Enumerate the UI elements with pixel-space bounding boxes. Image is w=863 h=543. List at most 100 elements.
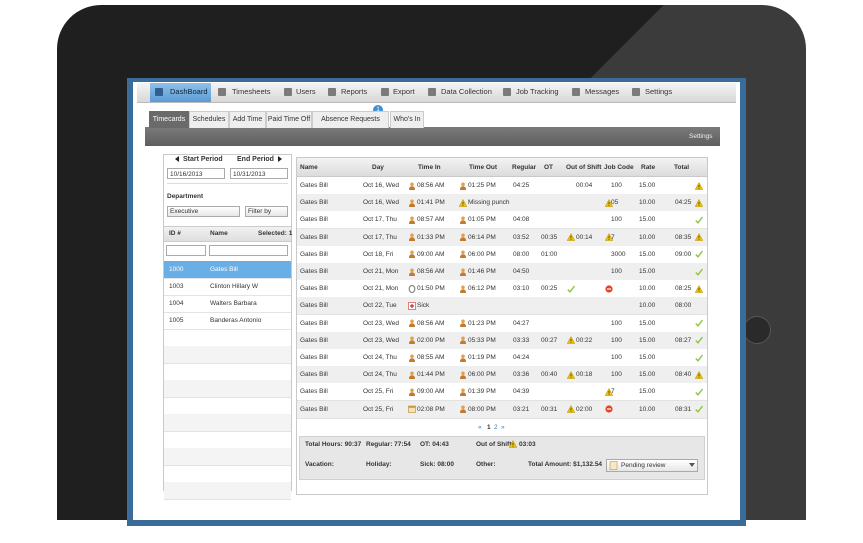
cell-icon <box>459 349 467 366</box>
nav-icon <box>428 88 436 96</box>
status-icon <box>695 366 703 383</box>
table-row[interactable]: Gates Bill Oct 25, Fri 02:08 PM 08:00 PM 03:… <box>297 400 707 419</box>
tab[interactable]: Timecards <box>149 111 189 128</box>
table-row[interactable]: Gates Bill Oct 23, Wed 08:56 AM 01:23 PM 04:… <box>297 314 707 333</box>
page-link[interactable]: » <box>501 424 505 431</box>
filter-select[interactable]: Filter by <box>245 206 288 217</box>
column-header[interactable]: Time In <box>418 164 441 171</box>
cell: 06:00 PM <box>468 250 496 258</box>
icon <box>460 182 466 190</box>
status-select[interactable]: Pending review <box>606 459 698 472</box>
divider <box>167 183 288 184</box>
empty-row <box>164 414 291 432</box>
cell: 01:33 PM <box>417 233 445 241</box>
tab[interactable]: Who's In <box>390 111 424 128</box>
nav-item[interactable]: Export <box>393 87 415 96</box>
id-column[interactable]: ID # <box>169 230 181 237</box>
nav-item[interactable]: Timesheets <box>232 87 271 96</box>
cell: 08:57 AM <box>417 216 445 224</box>
tab[interactable]: Schedules <box>189 111 229 128</box>
employee-row[interactable]: 1003 Clinton Hillary W <box>164 278 291 296</box>
icon <box>695 268 703 276</box>
dropdown-arrow <box>689 463 695 468</box>
cell: 00:04 <box>576 182 593 189</box>
cell-icon <box>605 280 613 297</box>
column-header[interactable]: OT <box>544 164 554 171</box>
table-row[interactable]: Gates Bill Oct 18, Fri 09:00 AM 06:00 PM 08:… <box>297 245 707 264</box>
table-row[interactable]: Gates Bill Oct 21, Mon 08:56 AM 01:46 PM 04:… <box>297 263 707 281</box>
nav-item[interactable]: DashBoard <box>170 87 208 96</box>
warning-icon <box>509 440 517 448</box>
page-link[interactable]: « <box>478 424 482 431</box>
employee-header <box>164 226 291 242</box>
table-row[interactable]: Gates Bill Oct 25, Fri 09:00 AM 01:39 PM 04:… <box>297 383 707 402</box>
table-row[interactable]: Gates Bill Oct 16, Wed 01:41 PM Missing pun… <box>297 194 707 213</box>
id-filter[interactable] <box>166 245 206 256</box>
nav-item[interactable]: Users <box>296 87 316 96</box>
nav-item[interactable]: Job Tracking <box>516 87 559 96</box>
nav-item[interactable]: Settings <box>645 87 673 96</box>
settings-link[interactable]: Settings <box>689 133 713 140</box>
page-link[interactable]: 2 <box>494 424 498 431</box>
employee-row[interactable]: 1005 Banderas Antonio <box>164 312 291 330</box>
cell: 09:00 AM <box>417 250 445 258</box>
column-header[interactable]: Total <box>674 164 690 171</box>
cell-icon <box>459 194 467 211</box>
table-row[interactable]: Gates Bill Oct 22, Tue Sick 10.00 08:00 <box>297 297 707 316</box>
cell-icon <box>459 401 467 418</box>
page-link[interactable]: 1 <box>487 424 491 431</box>
nav-item[interactable]: Data Collection <box>441 87 492 96</box>
column-header[interactable]: Out of Shift <box>566 164 602 171</box>
column-header[interactable]: Day <box>372 164 384 171</box>
icon <box>567 233 575 241</box>
icon <box>460 233 466 242</box>
cell: 06:00 PM <box>468 371 496 379</box>
cell-icon <box>408 229 416 246</box>
cell-icon <box>459 315 467 332</box>
cell: Gates Bill <box>300 336 328 344</box>
icon <box>695 233 703 241</box>
status-icon <box>695 315 703 332</box>
cell: Oct 16, Wed <box>363 182 400 189</box>
cell: 02:00 <box>576 405 593 413</box>
end-date-input[interactable]: 10/31/2013 <box>230 168 288 179</box>
department-select[interactable]: Executive <box>167 206 240 217</box>
tab[interactable]: Absence Requests <box>312 111 389 128</box>
table-row[interactable]: Gates Bill Oct 17, Thu 08:57 AM 01:05 PM 04:… <box>297 211 707 230</box>
tab[interactable]: Add Time <box>229 111 266 128</box>
name-filter[interactable] <box>209 245 288 256</box>
table-row[interactable]: Gates Bill Oct 16, Wed 08:56 AM 01:25 PM 04:… <box>297 177 707 195</box>
employee-row[interactable]: 1000 Gates Bill <box>164 261 291 279</box>
table-row[interactable]: Gates Bill Oct 17, Thu 01:33 PM 06:14 PM 03:… <box>297 228 707 247</box>
table-row[interactable]: Gates Bill Oct 21, Mon 01:50 PM 06:12 PM 03:… <box>297 280 707 299</box>
cell-icon <box>408 315 416 332</box>
start-date-input[interactable]: 10/16/2013 <box>167 168 225 179</box>
cell: 05:33 PM <box>468 336 496 344</box>
icon <box>605 285 613 293</box>
cell: 15.00 <box>639 354 656 361</box>
column-header[interactable]: Rate <box>641 164 656 171</box>
column-header[interactable]: Time Out <box>469 164 498 171</box>
tab[interactable]: Paid Time Off <box>266 111 312 128</box>
column-header[interactable]: Job Code <box>604 164 634 171</box>
nav-item[interactable]: Reports <box>341 87 368 96</box>
table-row[interactable]: Gates Bill Oct 24, Thu 08:55 AM 01:19 PM 04:… <box>297 349 707 367</box>
icon <box>460 285 466 293</box>
column-header[interactable]: Name <box>300 164 318 171</box>
cell-icon <box>408 349 416 366</box>
table-header <box>297 158 707 177</box>
table-row[interactable]: Gates Bill Oct 23, Wed 02:00 PM 05:33 PM 03:… <box>297 331 707 350</box>
nav-item[interactable]: Messages <box>585 87 620 96</box>
employee-name: Walters Barbara <box>210 300 257 307</box>
cell: 08:27 <box>675 336 692 344</box>
column-header[interactable]: Regular <box>512 164 537 171</box>
cell: Oct 18, Fri <box>363 250 394 258</box>
status-icon <box>695 229 703 246</box>
employee-row[interactable]: 1004 Walters Barbara <box>164 295 291 313</box>
summary-item: Other: <box>476 461 496 468</box>
name-column[interactable]: Name <box>210 230 228 237</box>
table-row[interactable]: Gates Bill Oct 24, Thu 01:44 PM 06:00 PM 03:… <box>297 366 707 385</box>
nav-selected <box>150 83 211 102</box>
cell: 00:27 <box>541 336 558 344</box>
